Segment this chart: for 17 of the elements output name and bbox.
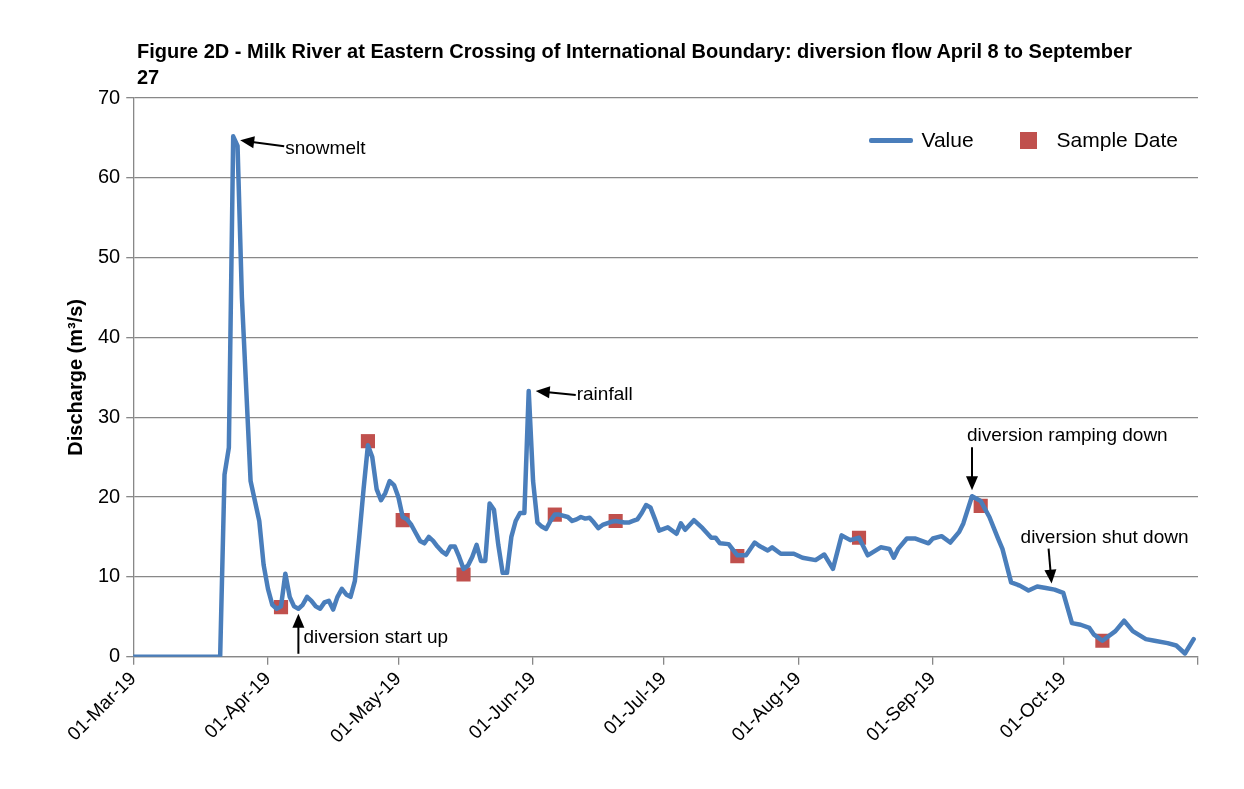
y-axis-title: Discharge (m³/s) (63, 298, 86, 456)
y-tick-label: 30 (98, 404, 121, 427)
legend-label: Sample Date (1056, 128, 1178, 152)
annotation: diversion start up (303, 626, 449, 648)
annotation: rainfall (576, 383, 633, 405)
y-tick-label: 0 (109, 644, 121, 667)
y-tick-label: 50 (98, 245, 121, 268)
legend-label: Value (921, 128, 974, 152)
y-tick-label: 20 (98, 484, 121, 507)
chart-title: Figure 2D - Milk River at Eastern Crossing of International Boundary: diversion flow April 8 to September 27 (137, 39, 1133, 90)
y-tick-label: 10 (98, 564, 121, 587)
annotation: diversion ramping down (967, 424, 1168, 446)
annotation: diversion shut down (1020, 525, 1189, 547)
y-tick-label: 70 (98, 85, 121, 108)
y-tick-label: 60 (98, 165, 121, 188)
annotation: snowmelt (285, 136, 367, 158)
y-tick-label: 40 (98, 324, 121, 347)
